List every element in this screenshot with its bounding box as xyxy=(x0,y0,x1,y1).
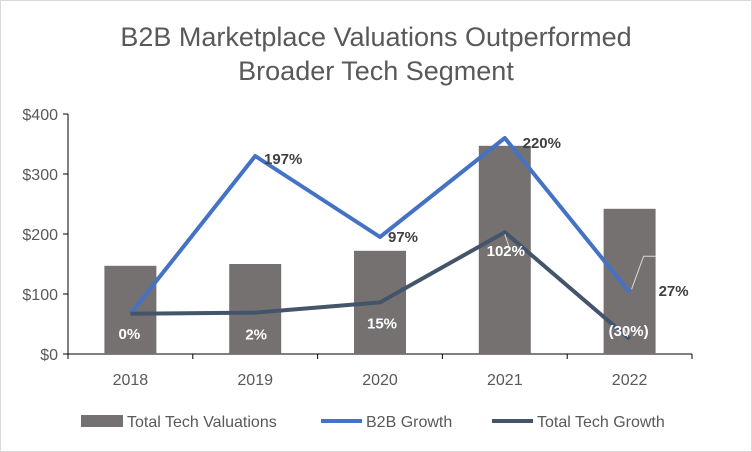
y-tick-label: $200 xyxy=(22,227,58,244)
legend-swatch-total-tech-valuations xyxy=(81,415,123,427)
chart-title-line-1: B2B Marketplace Valuations Outperformed xyxy=(120,22,632,52)
line-total-tech-growth xyxy=(130,230,631,341)
chart-title-line-2: Broader Tech Segment xyxy=(238,56,514,86)
axes-group: $0 $100 $200 $300 $400 2018 2019 2020 2021 2022 xyxy=(22,107,693,389)
legend-label-total-tech-growth: Total Tech Growth xyxy=(537,414,665,431)
x-tick-label: 2022 xyxy=(612,372,648,389)
data-label-total-tech-growth: (30%) xyxy=(609,323,649,340)
data-label-b2b-growth: 197% xyxy=(264,151,302,168)
leader-line xyxy=(631,255,656,290)
data-labels-group: 197% 97% 220% 27% 0% 2% 15% 102% (30%) xyxy=(119,135,689,344)
x-tick-label: 2020 xyxy=(362,372,398,389)
bar-total-tech-valuations xyxy=(104,265,157,354)
data-label-total-tech-growth: 2% xyxy=(245,327,267,344)
data-label-total-tech-growth: 15% xyxy=(367,315,397,332)
y-tick-label: $400 xyxy=(22,107,58,124)
legend-label-b2b-growth: B2B Growth xyxy=(366,414,452,431)
line-b2b-growth xyxy=(128,136,632,316)
y-tick-label: $0 xyxy=(40,347,58,364)
x-tick-label: 2021 xyxy=(487,372,523,389)
data-label-total-tech-growth: 102% xyxy=(487,243,525,260)
x-tick-label: 2019 xyxy=(237,372,273,389)
data-label-b2b-growth: 27% xyxy=(659,283,689,300)
data-label-b2b-growth: 97% xyxy=(388,229,418,246)
legend-label-total-tech-valuations: Total Tech Valuations xyxy=(127,414,277,431)
x-tick-label: 2018 xyxy=(113,372,149,389)
data-label-total-tech-growth: 0% xyxy=(119,326,141,343)
legend: Total Tech Valuations B2B Growth Total Tec… xyxy=(81,414,665,431)
leader-line xyxy=(623,326,629,338)
bar-total-tech-valuations xyxy=(478,145,531,354)
bar-total-tech-valuations xyxy=(229,264,282,354)
leader-line xyxy=(504,234,510,247)
y-tick-label: $100 xyxy=(22,287,58,304)
data-label-b2b-growth: 220% xyxy=(523,135,561,152)
y-tick-label: $300 xyxy=(22,167,58,184)
bar-total-tech-valuations xyxy=(603,208,656,354)
lines-group xyxy=(128,136,632,341)
chart-title: B2B Marketplace Valuations Outperformed … xyxy=(0,20,752,88)
